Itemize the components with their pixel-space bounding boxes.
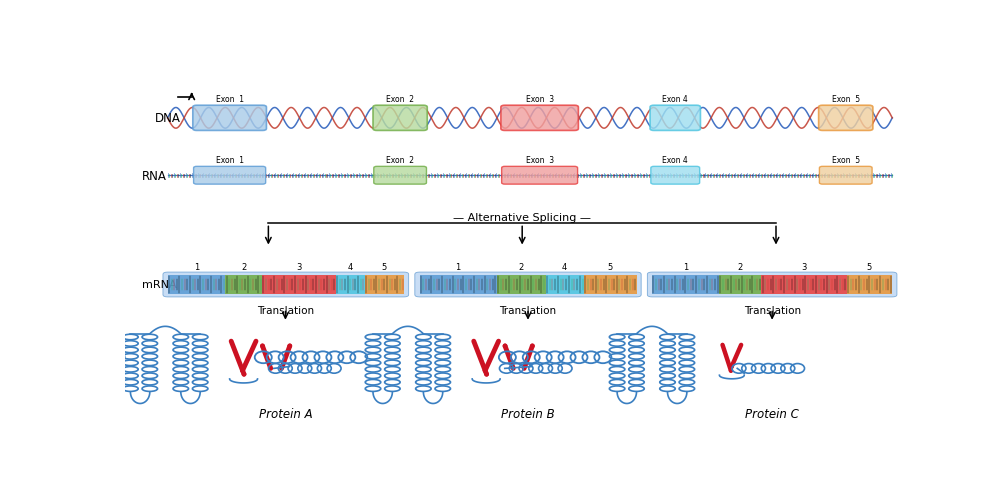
Text: mRNA: mRNA: [142, 280, 177, 290]
Text: DNA: DNA: [154, 112, 180, 125]
Text: Exon 4: Exon 4: [662, 156, 688, 165]
Bar: [420, 276, 496, 294]
Text: Translation: Translation: [744, 305, 801, 315]
Text: 2: 2: [241, 262, 246, 271]
Text: Translation: Translation: [257, 305, 314, 315]
FancyBboxPatch shape: [373, 106, 427, 131]
FancyBboxPatch shape: [374, 167, 426, 185]
Text: 4: 4: [348, 262, 353, 271]
FancyBboxPatch shape: [415, 273, 641, 297]
FancyBboxPatch shape: [819, 167, 872, 185]
FancyBboxPatch shape: [651, 167, 700, 185]
FancyBboxPatch shape: [502, 167, 578, 185]
Bar: [262, 276, 336, 294]
FancyBboxPatch shape: [163, 273, 409, 297]
Text: 5: 5: [608, 262, 613, 271]
Bar: [225, 276, 262, 294]
Text: 1: 1: [683, 262, 688, 271]
FancyBboxPatch shape: [647, 273, 897, 297]
Text: Exon  2: Exon 2: [386, 95, 414, 103]
Text: 2: 2: [518, 262, 524, 271]
Text: 1: 1: [194, 262, 199, 271]
Bar: [496, 276, 546, 294]
Text: Exon 4: Exon 4: [662, 95, 688, 103]
FancyBboxPatch shape: [193, 106, 266, 131]
Bar: [847, 276, 892, 294]
FancyBboxPatch shape: [819, 106, 873, 131]
Text: Exon  3: Exon 3: [526, 95, 554, 103]
Bar: [761, 276, 847, 294]
FancyBboxPatch shape: [194, 167, 266, 185]
Text: 5: 5: [382, 262, 387, 271]
Bar: [652, 276, 719, 294]
Text: 1: 1: [455, 262, 461, 271]
Text: Exon  1: Exon 1: [216, 95, 244, 103]
Text: Exon  5: Exon 5: [832, 156, 860, 165]
Text: RNA: RNA: [142, 169, 167, 182]
Text: Translation: Translation: [499, 305, 557, 315]
Text: 4: 4: [562, 262, 567, 271]
Bar: [546, 276, 584, 294]
Text: 3: 3: [801, 262, 807, 271]
Bar: [365, 276, 404, 294]
Text: Exon  2: Exon 2: [386, 156, 414, 165]
Text: Protein C: Protein C: [745, 408, 799, 420]
Text: Exon  1: Exon 1: [216, 156, 244, 165]
Text: — Alternative Splicing —: — Alternative Splicing —: [453, 212, 591, 222]
Text: 5: 5: [867, 262, 872, 271]
Bar: [719, 276, 761, 294]
Text: Exon  3: Exon 3: [526, 156, 554, 165]
Bar: [584, 276, 637, 294]
FancyBboxPatch shape: [501, 106, 578, 131]
Text: Protein A: Protein A: [259, 408, 312, 420]
Text: 3: 3: [296, 262, 302, 271]
Text: Protein B: Protein B: [501, 408, 555, 420]
FancyBboxPatch shape: [650, 106, 700, 131]
Text: 2: 2: [738, 262, 743, 271]
Bar: [168, 276, 225, 294]
Text: Exon  5: Exon 5: [832, 95, 860, 103]
Bar: [336, 276, 365, 294]
